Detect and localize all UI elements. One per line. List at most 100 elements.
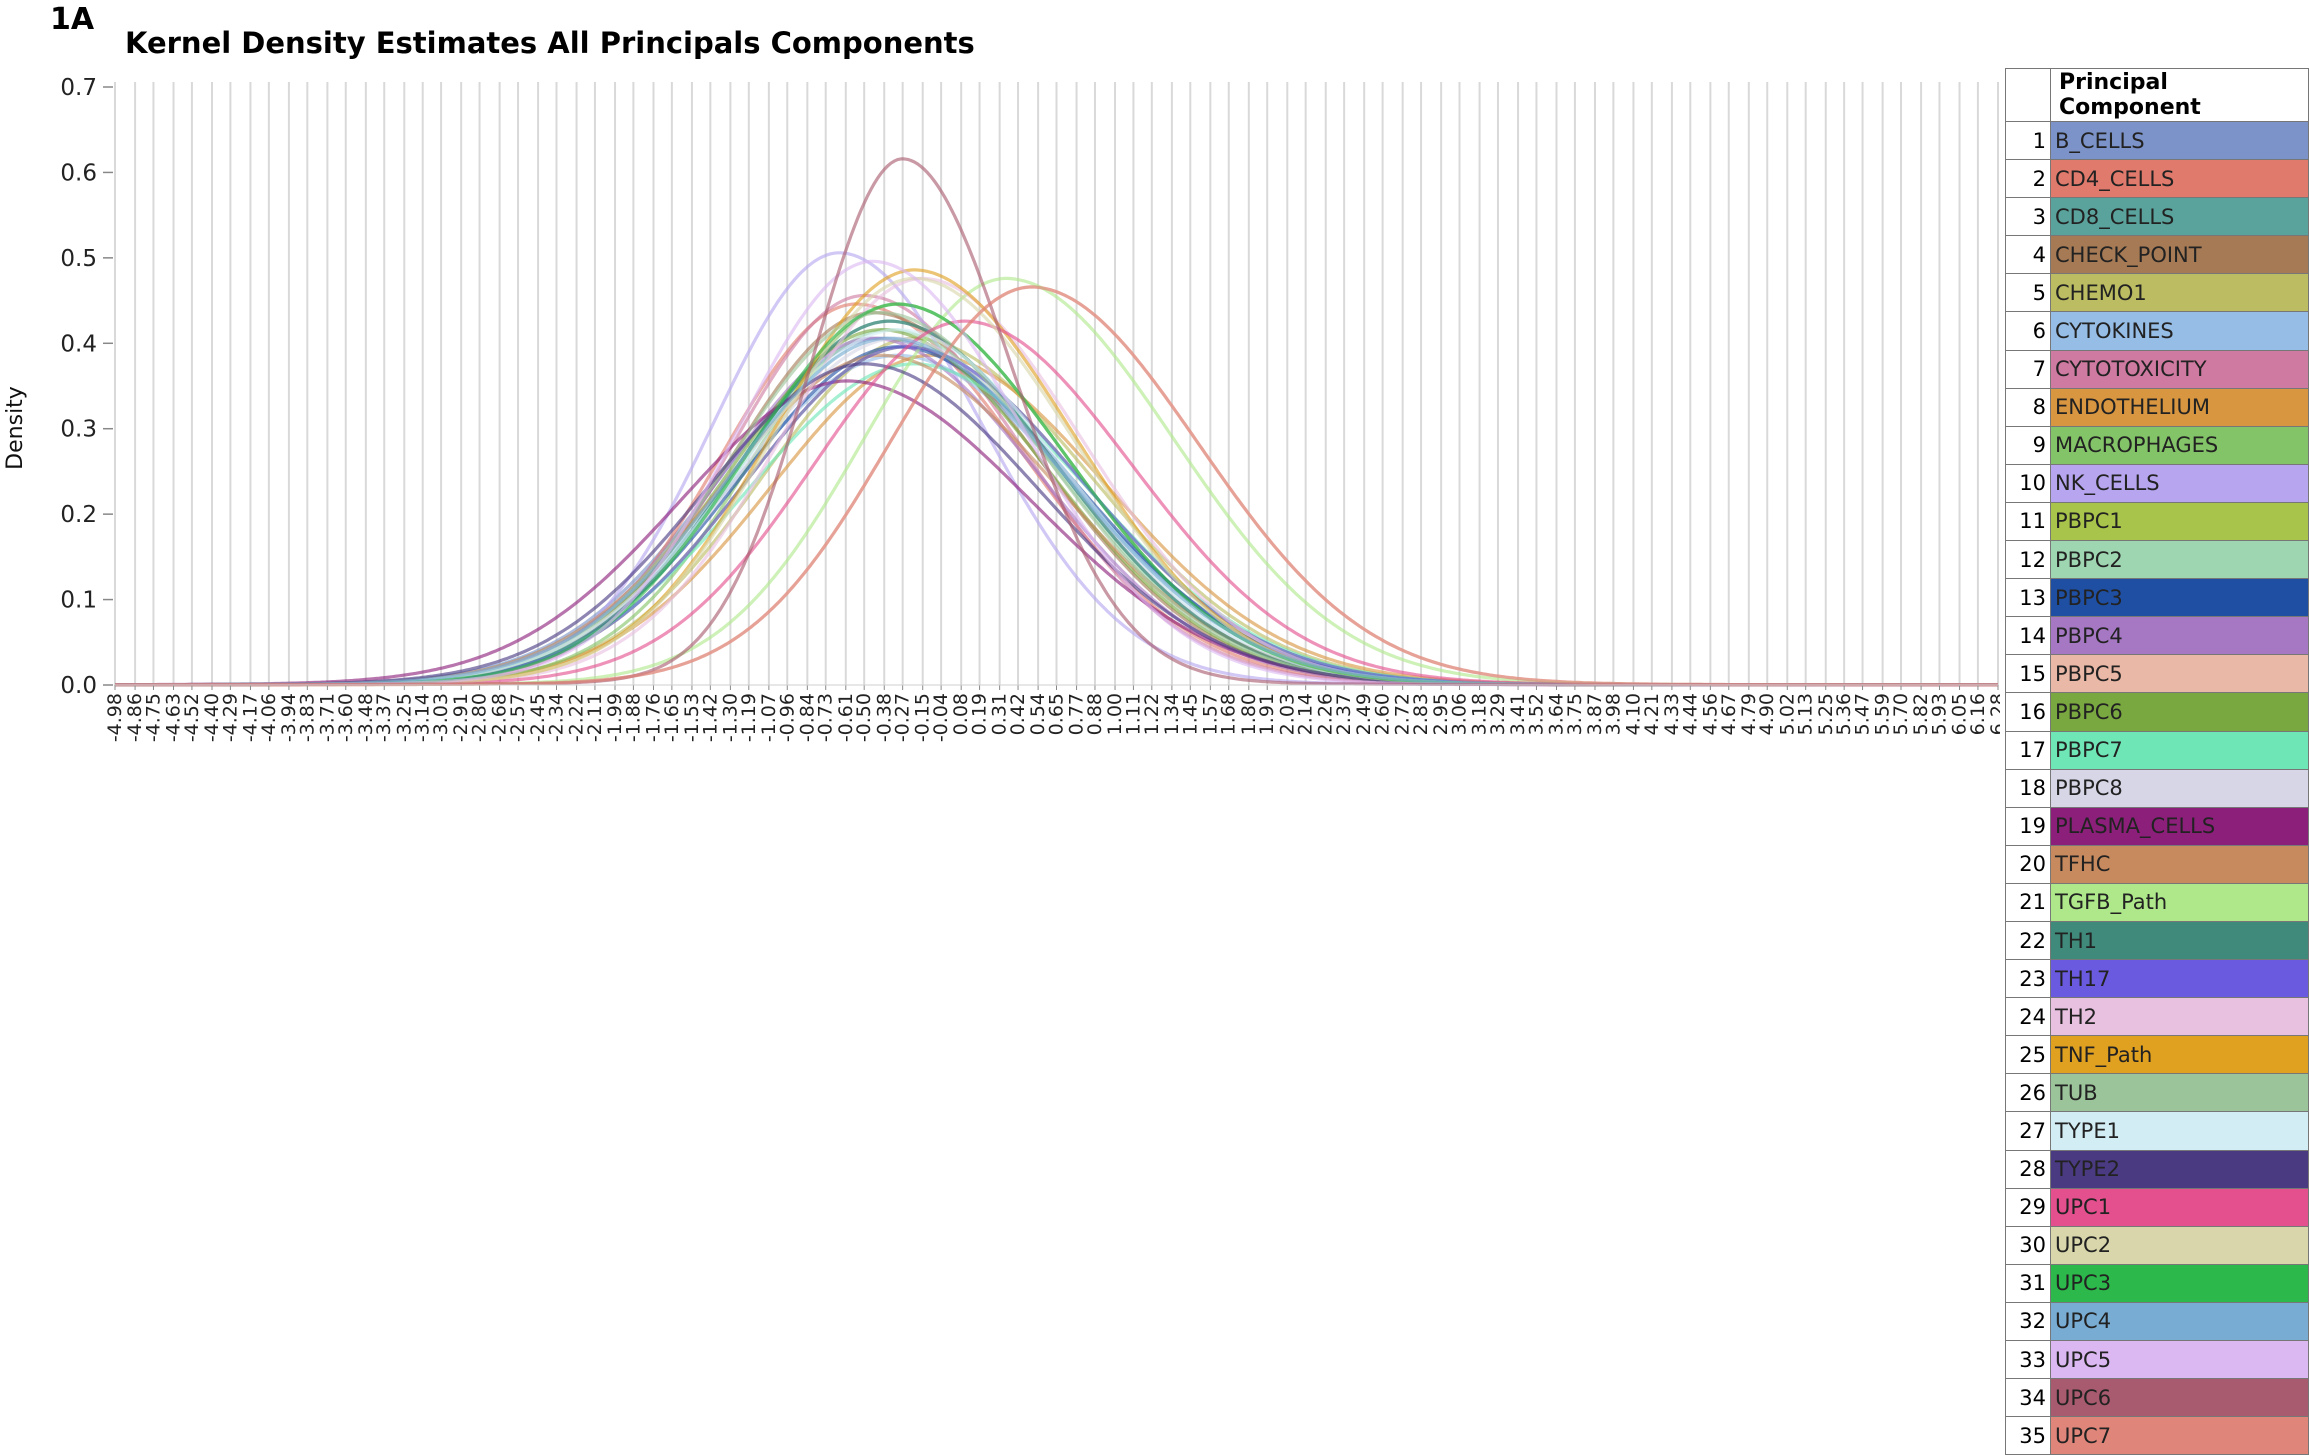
x-tick-label: -3.60 bbox=[335, 693, 357, 742]
x-tick-label: 2.03 bbox=[1276, 693, 1298, 735]
legend-series-name: TGFB_Path bbox=[2050, 882, 2309, 922]
legend-row-number: 6 bbox=[2005, 311, 2051, 351]
legend-row-number: 32 bbox=[2005, 1301, 2051, 1342]
legend-title: Principal Component bbox=[2050, 68, 2309, 122]
x-tick-label: -1.42 bbox=[699, 693, 721, 742]
legend-corner bbox=[2005, 68, 2051, 122]
x-tick-label: 0.08 bbox=[950, 693, 972, 735]
x-tick-label: 6.28 bbox=[1987, 693, 2000, 735]
y-tick-label: 0.5 bbox=[60, 246, 97, 272]
legend-series-name: UPC4 bbox=[2050, 1301, 2309, 1342]
legend-series-name: CHECK_POINT bbox=[2050, 235, 2309, 275]
legend-row: 4 CHECK_POINT bbox=[2005, 235, 2309, 275]
x-tick-label: 2.26 bbox=[1315, 693, 1337, 735]
x-tick-label: 3.64 bbox=[1546, 693, 1568, 735]
x-tick-label: 3.06 bbox=[1449, 693, 1471, 735]
x-tick-label: -2.45 bbox=[527, 693, 549, 742]
legend-series-name: TH1 bbox=[2050, 920, 2309, 961]
x-tick-label: 5.13 bbox=[1795, 693, 1817, 735]
legend-row: 15 PBPC5 bbox=[2005, 654, 2309, 694]
x-tick-label: 0.65 bbox=[1046, 693, 1068, 735]
legend-row: 8 ENDOTHELIUM bbox=[2005, 387, 2309, 427]
legend-series-name: UPC1 bbox=[2050, 1187, 2309, 1227]
x-tick-label: 1.34 bbox=[1161, 693, 1183, 735]
x-tick-label: -1.53 bbox=[681, 693, 703, 742]
x-tick-label: 3.52 bbox=[1525, 693, 1547, 735]
legend-row: 25 TNF_Path bbox=[2005, 1035, 2309, 1075]
x-tick-label: -0.04 bbox=[930, 693, 952, 742]
legend-row-number: 24 bbox=[2005, 997, 2051, 1037]
panel-label: 1A bbox=[50, 2, 95, 37]
x-tick-label: -3.14 bbox=[412, 693, 434, 742]
y-tick-label: 0.2 bbox=[60, 502, 97, 528]
y-tick-label: 0.7 bbox=[60, 75, 97, 101]
x-tick-label: -2.91 bbox=[450, 693, 472, 742]
legend-row: 11 PBPC1 bbox=[2005, 501, 2309, 542]
legend-series-name: TUB bbox=[2050, 1073, 2309, 1113]
legend-row-number: 7 bbox=[2005, 349, 2051, 389]
legend-table: Principal Component 1 B_CELLS 2 CD4_CELLS 3 C… bbox=[2005, 68, 2309, 1455]
legend-row: 14 PBPC4 bbox=[2005, 616, 2309, 656]
y-tick-label: 0.1 bbox=[60, 588, 97, 614]
x-tick-label: 2.95 bbox=[1430, 693, 1452, 735]
legend-row: 22 TH1 bbox=[2005, 920, 2309, 961]
x-tick-label: 2.60 bbox=[1372, 693, 1394, 735]
legend-series-name: PBPC8 bbox=[2050, 768, 2309, 808]
legend-row-number: 4 bbox=[2005, 235, 2051, 275]
x-tick-label: -2.68 bbox=[489, 693, 511, 742]
x-tick-label: 5.02 bbox=[1776, 693, 1798, 735]
legend-row: 20 TFHC bbox=[2005, 844, 2309, 884]
legend-series-name: PBPC3 bbox=[2050, 578, 2309, 618]
x-tick-label: -2.34 bbox=[545, 693, 567, 742]
legend-series-name: PBPC7 bbox=[2050, 730, 2309, 770]
legend-row: 18 PBPC8 bbox=[2005, 768, 2309, 808]
legend-row: 27 TYPE1 bbox=[2005, 1111, 2309, 1151]
legend-row: 26 TUB bbox=[2005, 1073, 2309, 1113]
legend-series-name: B_CELLS bbox=[2050, 120, 2309, 161]
legend-row-number: 16 bbox=[2005, 692, 2051, 732]
legend-row: 35 UPC7 bbox=[2005, 1416, 2309, 1455]
x-tick-label: 3.29 bbox=[1487, 693, 1509, 735]
x-tick-label: -0.27 bbox=[892, 693, 914, 742]
legend-row-number: 9 bbox=[2005, 425, 2051, 465]
x-tick-label: -3.83 bbox=[296, 693, 318, 742]
legend-row: 28 TYPE2 bbox=[2005, 1149, 2309, 1189]
x-tick-label: -0.73 bbox=[815, 693, 837, 742]
x-tick-label: 6.16 bbox=[1967, 693, 1989, 735]
legend-row: 1 B_CELLS bbox=[2005, 120, 2309, 161]
x-tick-label: -2.22 bbox=[566, 693, 588, 742]
legend-row: 12 PBPC2 bbox=[2005, 540, 2309, 580]
legend-row-number: 18 bbox=[2005, 768, 2051, 808]
legend-row-number: 20 bbox=[2005, 844, 2051, 884]
x-tick-label: 1.22 bbox=[1141, 693, 1163, 735]
legend-series-name: CD4_CELLS bbox=[2050, 159, 2309, 199]
x-tick-label: 5.59 bbox=[1872, 693, 1894, 735]
x-tick-label: 3.18 bbox=[1469, 693, 1491, 735]
legend-series-name: PBPC6 bbox=[2050, 692, 2309, 732]
legend-row-number: 33 bbox=[2005, 1339, 2051, 1380]
x-tick-label: 4.10 bbox=[1622, 693, 1644, 735]
y-tick-label: 0.6 bbox=[60, 160, 97, 186]
x-tick-label: 0.77 bbox=[1066, 693, 1088, 735]
x-tick-label: 3.41 bbox=[1507, 693, 1529, 735]
legend-row-number: 15 bbox=[2005, 654, 2051, 694]
legend-row: 29 UPC1 bbox=[2005, 1187, 2309, 1227]
x-tick-label: -4.52 bbox=[181, 693, 203, 742]
legend-row-number: 28 bbox=[2005, 1149, 2051, 1189]
legend-series-name: TFHC bbox=[2050, 844, 2309, 884]
grid-lines bbox=[114, 82, 1999, 685]
x-tick-label: -4.06 bbox=[258, 693, 280, 742]
x-tick-label: 5.70 bbox=[1890, 693, 1912, 735]
legend-row: 32 UPC4 bbox=[2005, 1301, 2309, 1342]
legend-row: 30 UPC2 bbox=[2005, 1225, 2309, 1265]
legend-series-name: CHEMO1 bbox=[2050, 273, 2309, 313]
legend-row: 21 TGFB_Path bbox=[2005, 882, 2309, 922]
legend-series-name: CD8_CELLS bbox=[2050, 197, 2309, 237]
legend-row-number: 30 bbox=[2005, 1225, 2051, 1265]
x-tick-label: -3.03 bbox=[430, 693, 452, 742]
x-tick-label: 6.05 bbox=[1949, 693, 1971, 735]
x-tick-label: 0.54 bbox=[1027, 693, 1049, 735]
x-tick-label: 4.67 bbox=[1718, 693, 1740, 735]
legend-row: 6 CYTOKINES bbox=[2005, 311, 2309, 351]
legend-series-name: ENDOTHELIUM bbox=[2050, 387, 2309, 427]
